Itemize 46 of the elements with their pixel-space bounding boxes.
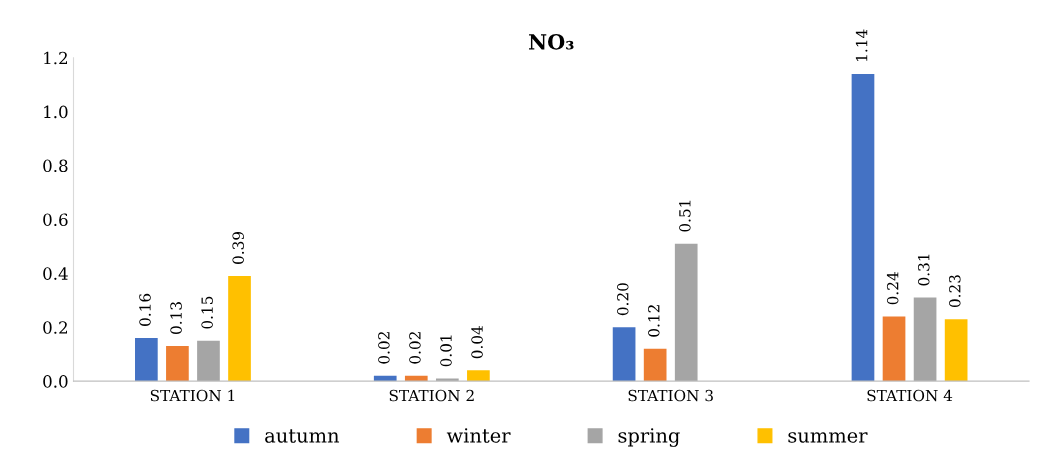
y-tick-label: 0.4: [43, 267, 68, 280]
x-tick-label: STATION 2: [389, 389, 474, 402]
data-label: 0.23: [949, 275, 961, 308]
bar: [404, 375, 428, 382]
data-label: 0.24: [886, 272, 899, 305]
bar: [373, 375, 397, 382]
bar: [135, 338, 158, 382]
legend-label: spring: [618, 428, 680, 447]
bar: [467, 370, 490, 382]
y-tick-label: 1.2: [44, 51, 67, 65]
data-label: 0.39: [232, 231, 244, 264]
data-label: 0.02: [409, 332, 421, 364]
data-label: 1.14: [855, 29, 868, 61]
x-tick-label: STATION 4: [867, 389, 953, 402]
bar: [643, 348, 667, 382]
legend-label: autumn: [265, 429, 340, 443]
x-tick-label: STATION 1: [150, 389, 235, 402]
bar: [913, 297, 937, 382]
bar: [612, 327, 636, 382]
data-label: 0.12: [648, 305, 660, 337]
bar: [851, 73, 875, 382]
bar: [882, 316, 906, 382]
y-tick-label: 0.0: [43, 375, 68, 388]
chart-title: NO₃: [529, 33, 574, 50]
bar: [435, 378, 459, 382]
data-label: 0.04: [471, 326, 483, 359]
y-tick-label: 0.2: [43, 321, 67, 334]
y-tick-label: 0.8: [43, 159, 68, 173]
bar: [166, 346, 189, 382]
data-label: 0.15: [201, 296, 213, 329]
data-label: 0.13: [170, 302, 182, 334]
bar: [197, 340, 220, 382]
bar: [228, 276, 251, 382]
data-label: 0.20: [616, 283, 629, 316]
y-tick-label: 1.0: [44, 105, 68, 119]
data-label: 0.16: [139, 293, 151, 326]
y-tick-label: 0.6: [43, 213, 68, 227]
legend-label: summer: [788, 432, 868, 443]
bar: [674, 243, 698, 382]
bar: [944, 319, 968, 382]
x-tick-label: STATION 3: [628, 389, 713, 402]
data-label: 0.31: [917, 254, 930, 286]
data-label: 0.02: [378, 332, 390, 364]
data-label: 0.01: [440, 335, 452, 367]
data-label: 0.51: [679, 200, 691, 232]
legend-label: winter: [446, 428, 511, 443]
